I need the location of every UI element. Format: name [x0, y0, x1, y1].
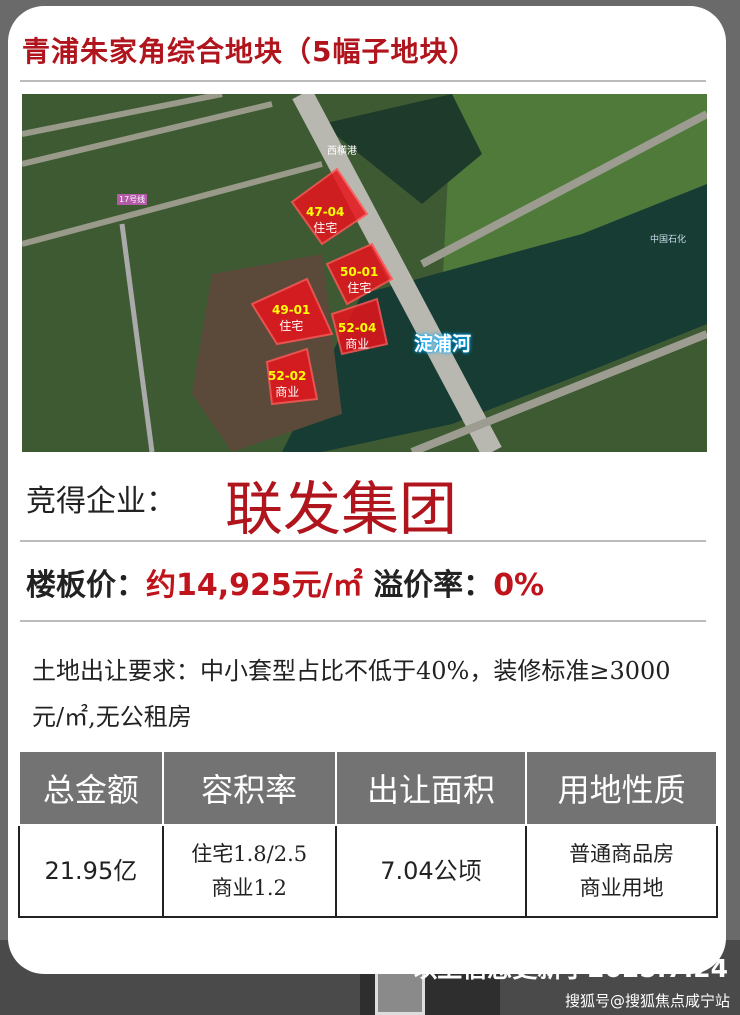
map-label-river: 淀浦河 [414, 333, 472, 355]
header-total: 总金额 [18, 750, 164, 826]
divider [20, 80, 706, 82]
parcel-label: 47-04 住宅 [306, 205, 345, 235]
winner-label: 竞得企业： [26, 484, 176, 519]
parcel-49-01 [250, 277, 334, 346]
page-title: 青浦朱家角综合地块（5幅子地块） [22, 35, 478, 68]
cell-use: 普通商品房 商业用地 [525, 824, 718, 918]
parcel-52-04 [330, 297, 389, 356]
cell-total: 21.95亿 [18, 824, 164, 918]
premium-rate: 0% [493, 568, 545, 603]
table-row: 21.95亿 住宅1.8/2.5 商业1.2 7.04公顷 普通商品房 商业用地 [18, 824, 718, 918]
cell-area: 7.04公顷 [334, 824, 528, 918]
land-requirements: 土地出让要求：中小套型占比不低于40%，装修标准≥3000元/㎡,无公租房 [32, 657, 671, 731]
parcel-shapes [250, 167, 394, 406]
update-note: 以上信息更新于2025.7.24 [412, 954, 728, 983]
parcel-label: 52-02 商业 [268, 369, 307, 399]
winner-name: 联发集团 [225, 475, 458, 543]
cell-far: 住宅1.8/2.5 商业1.2 [161, 824, 337, 918]
header-use: 用地性质 [525, 750, 718, 826]
land-info-table: 总金额 容积率 出让面积 用地性质 21.95亿 住宅1.8/2.5 商业1.2 … [18, 750, 718, 918]
parcel-50-01 [325, 242, 394, 306]
price-line: 楼板价：约14,925元/㎡ 溢价率：0% [26, 568, 545, 603]
header-far: 容积率 [161, 750, 337, 826]
watermark: 搜狐号@搜狐焦点咸宁站 [564, 992, 730, 1010]
parcel-label: 52-04 商业 [338, 321, 377, 351]
map-label-station: 中国石化 [650, 235, 687, 245]
parcel-label: 50-01 住宅 [340, 265, 379, 295]
satellite-map: 西横港 17号线 中国石化 淀浦河 47-04 住宅 50-01 住宅 49-01 住… [22, 94, 707, 452]
map-label-creek: 西横港 [327, 146, 357, 157]
map-label-line: 17号线 [117, 194, 148, 205]
divider [20, 620, 706, 622]
floor-price: 约14,925元/㎡ [146, 568, 363, 603]
parcel-47-04 [290, 167, 369, 246]
header-area: 出让面积 [334, 750, 528, 826]
parcel-52-02 [265, 347, 319, 406]
parcel-label: 49-01 住宅 [272, 303, 311, 333]
divider [20, 540, 706, 542]
